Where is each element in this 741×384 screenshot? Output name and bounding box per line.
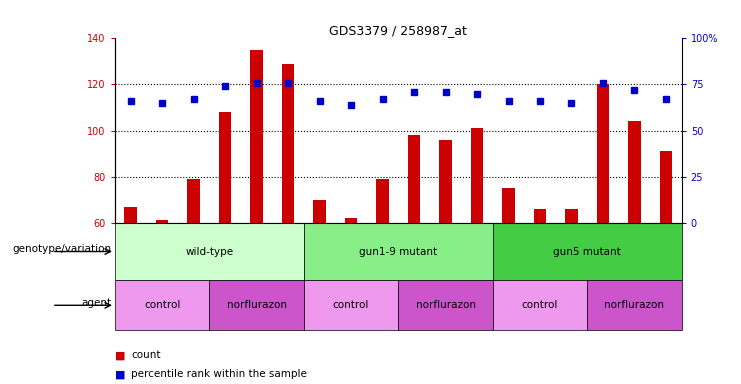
- Bar: [471, 128, 483, 223]
- Bar: [115, 223, 304, 280]
- Bar: [597, 84, 609, 223]
- Bar: [156, 220, 168, 223]
- Text: ■: ■: [115, 350, 125, 360]
- Text: wild-type: wild-type: [185, 247, 233, 257]
- Text: gun1-9 mutant: gun1-9 mutant: [359, 247, 437, 257]
- Bar: [187, 179, 200, 223]
- Text: norflurazon: norflurazon: [605, 300, 665, 310]
- Bar: [588, 280, 682, 330]
- Bar: [304, 280, 399, 330]
- Bar: [376, 179, 389, 223]
- Bar: [408, 135, 420, 223]
- Text: count: count: [131, 350, 161, 360]
- Text: ■: ■: [115, 369, 125, 379]
- Bar: [345, 218, 357, 223]
- Text: gun5 mutant: gun5 mutant: [554, 247, 621, 257]
- Bar: [493, 280, 587, 330]
- Text: percentile rank within the sample: percentile rank within the sample: [131, 369, 307, 379]
- Text: genotype/variation: genotype/variation: [12, 243, 111, 254]
- Bar: [502, 188, 515, 223]
- Text: agent: agent: [81, 298, 111, 308]
- Text: control: control: [522, 300, 558, 310]
- Title: GDS3379 / 258987_at: GDS3379 / 258987_at: [329, 24, 468, 37]
- Bar: [219, 112, 231, 223]
- Bar: [565, 209, 578, 223]
- Bar: [209, 280, 304, 330]
- Bar: [124, 207, 137, 223]
- Bar: [250, 50, 263, 223]
- Bar: [659, 151, 672, 223]
- Bar: [534, 209, 546, 223]
- Bar: [304, 223, 493, 280]
- Bar: [313, 200, 326, 223]
- Text: norflurazon: norflurazon: [227, 300, 287, 310]
- Bar: [399, 280, 493, 330]
- Bar: [493, 223, 682, 280]
- Bar: [115, 280, 209, 330]
- Bar: [439, 140, 452, 223]
- Bar: [282, 64, 294, 223]
- Text: control: control: [144, 300, 180, 310]
- Text: norflurazon: norflurazon: [416, 300, 476, 310]
- Text: control: control: [333, 300, 369, 310]
- Bar: [628, 121, 641, 223]
